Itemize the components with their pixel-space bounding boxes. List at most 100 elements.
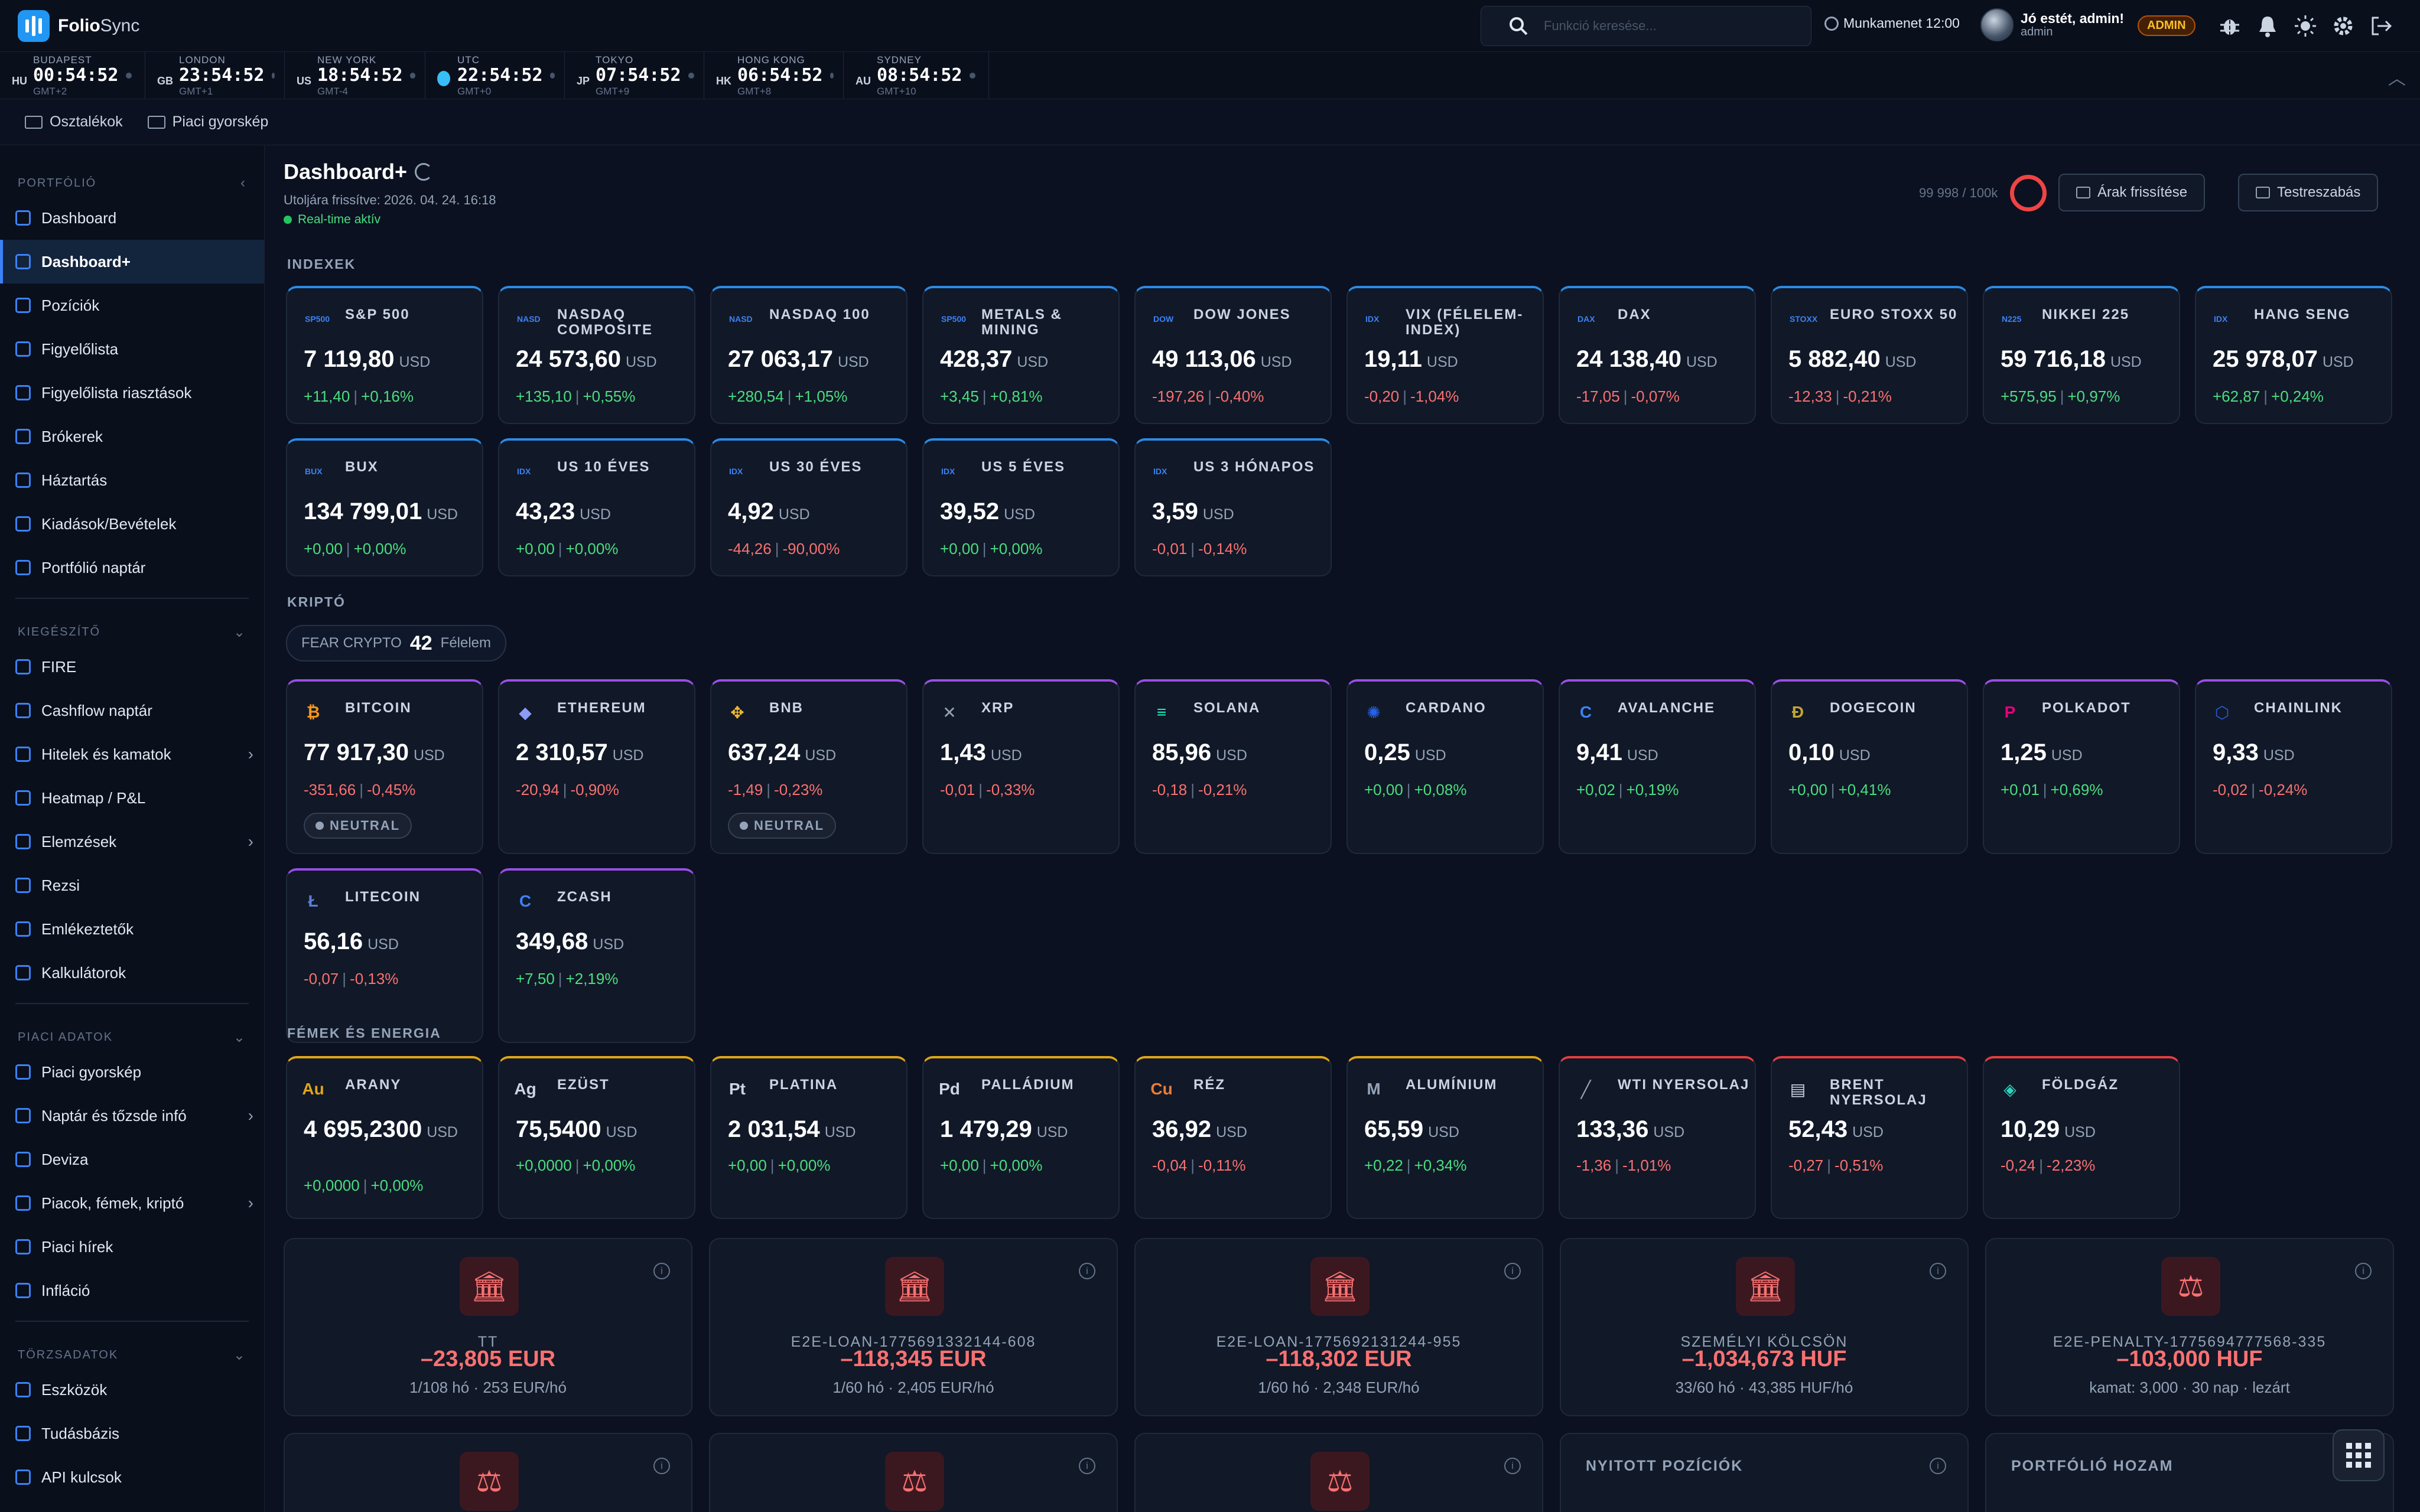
section-master-data[interactable]: TÖRZSADATOK ⌄ — [0, 1342, 264, 1368]
commodity-card-aluminium[interactable]: M ALUMÍNIUM 65,59 USD +0,22 | +0,34% — [1346, 1056, 1544, 1219]
sidebar-item-figyelolista[interactable]: Figyelőlista — [0, 327, 264, 371]
index-card-euro-stoxx-50[interactable]: STOXX EURO STOXX 50 5 882,40 USD -12,33 | -0,2… — [1771, 286, 1968, 424]
sidebar-item-portfolio-naptar[interactable]: Portfólió naptár — [0, 546, 264, 589]
chevron-down-icon[interactable]: ⌄ — [233, 1029, 246, 1045]
crypto-card-dogecoin[interactable]: Ð DOGECOIN 0,10 USD +0,00 | +0,41% — [1771, 679, 1968, 854]
info-icon[interactable]: i — [1079, 1458, 1095, 1474]
index-card-dax[interactable]: DAX DAX 24 138,40 USD -17,05 | -0,07% — [1559, 286, 1756, 424]
index-card-nasdaq-composite[interactable]: NASD NASDAQ COMPOSITE 24 573,60 USD +135,10 |… — [498, 286, 695, 424]
commodity-card-wti-nyersolaj[interactable]: ╱ WTI NYERSOLAJ 133,36 USD -1,36 | -1,01% — [1559, 1056, 1756, 1219]
index-card-dow-jones[interactable]: DOW DOW JONES 49 113,06 USD -197,26 | -0,40% — [1134, 286, 1332, 424]
app-logo[interactable]: FolioSync — [18, 9, 139, 42]
sidebar-item-haztartas[interactable]: Háztartás — [0, 458, 264, 502]
card-partial[interactable]: i ⚖ — [709, 1433, 1118, 1512]
crypto-card-litecoin[interactable]: Ł LITECOIN 56,16 USD -0,07 | -0,13% — [286, 868, 483, 1043]
index-card-metals-mining[interactable]: SP500 METALS & MINING 428,37 USD +3,45 | +0,81… — [922, 286, 1120, 424]
index-card-us-5-eves[interactable]: IDX US 5 ÉVES 39,52 USD +0,00 | +0,00% — [922, 438, 1120, 576]
sidebar-item-piaci-gyorskep[interactable]: Piaci gyorskép — [0, 1050, 264, 1094]
commodity-card-foldgaz[interactable]: ◈ FÖLDGÁZ 10,29 USD -0,24 | -2,23% — [1983, 1056, 2180, 1219]
crypto-card-polkadot[interactable]: P POLKADOT 1,25 USD +0,01 | +0,69% — [1983, 679, 2180, 854]
card-partial[interactable]: i ⚖ — [1134, 1433, 1543, 1512]
chevron-up-icon[interactable]: ︿ — [2388, 69, 2406, 89]
info-icon[interactable]: i — [1930, 1263, 1946, 1279]
commodity-card-palladium[interactable]: Pd PALLÁDIUM 1 479,29 USD +0,00 | +0,00% — [922, 1056, 1120, 1219]
refresh-icon[interactable] — [415, 163, 432, 181]
gear-icon[interactable] — [2329, 12, 2357, 40]
search-input[interactable] — [1544, 18, 1780, 34]
info-icon[interactable]: i — [1504, 1263, 1521, 1279]
sidebar-item-kalkulatorok[interactable]: Kalkulátorok — [0, 951, 264, 995]
sidebar-item-tudasbazis[interactable]: Tudásbázis — [0, 1412, 264, 1455]
info-icon[interactable]: i — [653, 1263, 670, 1279]
section-extras[interactable]: KIEGÉSZÍTŐ ⌄ — [0, 619, 264, 645]
section-market-data[interactable]: PIACI ADATOK ⌄ — [0, 1024, 264, 1050]
sidebar-item-kiadasok-bevetelek[interactable]: Kiadások/Bevételek — [0, 502, 264, 546]
crypto-card-cardano[interactable]: ✺ CARDANO 0,25 USD +0,00 | +0,08% — [1346, 679, 1544, 854]
sidebar-item-figyelolista-riasztasok[interactable]: Figyelőlista riasztások — [0, 371, 264, 415]
chevron-down-icon[interactable]: ⌄ — [233, 1347, 246, 1363]
index-card-nikkei-225[interactable]: N225 NIKKEI 225 59 716,18 USD +575,95 | +0,97% — [1983, 286, 2180, 424]
avatar[interactable] — [1980, 8, 2014, 41]
customize-button[interactable]: Testreszabás — [2238, 174, 2379, 211]
card-partial[interactable]: i ⚖ — [284, 1433, 692, 1512]
sidebar-item-naptar-es-tozsde-info[interactable]: Naptár és tőzsde infó › — [0, 1094, 264, 1138]
info-icon[interactable]: i — [1079, 1263, 1095, 1279]
chevron-down-icon[interactable]: ⌄ — [233, 624, 246, 640]
theme-toggle-icon[interactable] — [2291, 12, 2320, 40]
loan-card-tt[interactable]: 🏛 i TT –23,805 EUR 1/108 hó · 253 EUR/hó — [284, 1238, 692, 1416]
sidebar-item-deviza[interactable]: Deviza — [0, 1138, 264, 1181]
sidebar-item-dashboard[interactable]: Dashboard — [0, 196, 264, 240]
bell-icon[interactable] — [2253, 12, 2282, 40]
crypto-card-avalanche[interactable]: C AVALANCHE 9,41 USD +0,02 | +0,19% — [1559, 679, 1756, 854]
apps-grid-button[interactable] — [2333, 1429, 2385, 1481]
index-card-us-3-honapos[interactable]: IDX US 3 HÓNAPOS 3,59 USD -0,01 | -0,14% — [1134, 438, 1332, 576]
crypto-card-ethereum[interactable]: ◆ ETHEREUM 2 310,57 USD -20,94 | -0,90% — [498, 679, 695, 854]
collapse-left-icon[interactable]: ‹ — [240, 175, 246, 191]
commodity-card-platina[interactable]: Pt PLATINA 2 031,54 USD +0,00 | +0,00% — [710, 1056, 908, 1219]
loan-card-e2e-penalty-1775694777568-335[interactable]: ⚖ i E2E-PENALTY-1775694777568-335 –103,000 … — [1985, 1238, 2394, 1416]
sidebar-item-piacok-femek-kripto[interactable]: Piacok, fémek, kriptó › — [0, 1181, 264, 1225]
refresh-prices-button[interactable]: Árak frissítése — [2058, 174, 2206, 211]
index-card-vix-felelem-index[interactable]: IDX VIX (FÉLELEM-INDEX) 19,11 USD -0,20 | -1,0… — [1346, 286, 1544, 424]
crypto-card-zcash[interactable]: C ZCASH 349,68 USD +7,50 | +2,19% — [498, 868, 695, 1043]
card-open-positions[interactable]: NYITOTT POZÍCIÓK i — [1560, 1433, 1969, 1512]
index-card-nasdaq-100[interactable]: NASD NASDAQ 100 27 063,17 USD +280,54 | +1,05% — [710, 286, 908, 424]
tab-dividends[interactable]: Osztalékok — [25, 113, 123, 131]
sidebar-item-fire[interactable]: FIRE — [0, 645, 264, 689]
loan-card-e2e-loan-1775692131244-955[interactable]: 🏛 i E2E-LOAN-1775692131244-955 –118,302 EUR… — [1134, 1238, 1543, 1416]
search-box[interactable] — [1481, 6, 1811, 46]
crypto-card-xrp[interactable]: ✕ XRP 1,43 USD -0,01 | -0,33% — [922, 679, 1120, 854]
loan-card-e2e-loan-1775691332144-608[interactable]: 🏛 i E2E-LOAN-1775691332144-608 –118,345 EUR… — [709, 1238, 1118, 1416]
section-portfolio[interactable]: PORTFÓLIÓ ‹ — [0, 170, 264, 196]
sidebar-item-poziciok[interactable]: Pozíciók — [0, 284, 264, 327]
index-card-us-10-eves[interactable]: IDX US 10 ÉVES 43,23 USD +0,00 | +0,00% — [498, 438, 695, 576]
info-icon[interactable]: i — [1930, 1458, 1946, 1474]
commodity-card-arany[interactable]: Au ARANY 4 695,2300 USD +0,0000 | +0,00% — [286, 1056, 483, 1219]
index-card-s-p-500[interactable]: SP500 S&P 500 7 119,80 USD +11,40 | +0,16% — [286, 286, 483, 424]
sidebar-item-cashflow-naptar[interactable]: Cashflow naptár — [0, 689, 264, 732]
info-icon[interactable]: i — [1504, 1458, 1521, 1474]
crypto-card-bnb[interactable]: ✥ BNB 637,24 USD -1,49 | -0,23% NEUTRAL — [710, 679, 908, 854]
info-icon[interactable]: i — [653, 1458, 670, 1474]
logout-icon[interactable] — [2367, 12, 2395, 40]
tab-market-snapshot[interactable]: Piaci gyorskép — [147, 113, 268, 131]
crypto-card-chainlink[interactable]: ⬡ CHAINLINK 9,33 USD -0,02 | -0,24% — [2195, 679, 2392, 854]
user-menu[interactable]: Jó estét, admin! admin — [1980, 8, 2124, 41]
sidebar-item-piaci-hirek[interactable]: Piaci hírek — [0, 1225, 264, 1269]
card-portfolio-return[interactable]: PORTFÓLIÓ HOZAM — [1985, 1433, 2394, 1512]
sidebar-item-inflacio[interactable]: Infláció — [0, 1269, 264, 1312]
sidebar-item-heatmap-p-l[interactable]: Heatmap / P&L — [0, 776, 264, 820]
index-card-us-30-eves[interactable]: IDX US 30 ÉVES 4,92 USD -44,26 | -90,00% — [710, 438, 908, 576]
commodity-card-ezust[interactable]: Ag EZÜST 75,5400 USD +0,0000 | +0,00% — [498, 1056, 695, 1219]
sidebar-item-rezsi[interactable]: Rezsi — [0, 863, 264, 907]
info-icon[interactable]: i — [2355, 1263, 2372, 1279]
loan-card-szemelyi-kolcson[interactable]: 🏛 i SZEMÉLYI KÖLCSÖN –1,034,673 HUF 33/60 hó… — [1560, 1238, 1969, 1416]
bug-icon[interactable] — [2216, 12, 2244, 40]
sidebar-item-dashboard[interactable]: Dashboard+ — [0, 240, 264, 284]
sidebar-item-elemzesek[interactable]: Elemzések › — [0, 820, 264, 863]
sidebar-item-emlekeztetok[interactable]: Emlékeztetők — [0, 907, 264, 951]
index-card-bux[interactable]: BUX BUX 134 799,01 USD +0,00 | +0,00% — [286, 438, 483, 576]
sidebar-item-brokerek[interactable]: Brókerek — [0, 415, 264, 458]
sidebar-item-api-kulcsok[interactable]: API kulcsok — [0, 1455, 264, 1499]
sidebar-item-eszkozok[interactable]: Eszközök — [0, 1368, 264, 1412]
